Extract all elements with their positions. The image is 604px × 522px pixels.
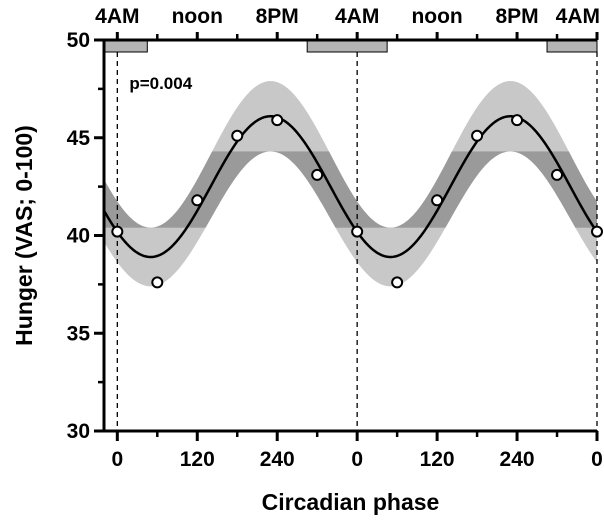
sleep-episode-bar-1 — [306, 39, 388, 53]
x-tick-label-4: 120 — [420, 448, 455, 471]
data-point-0 — [111, 225, 124, 238]
top-time-label-4: noon — [411, 5, 462, 28]
data-point-3 — [231, 129, 244, 142]
y-tick-label-1: 35 — [67, 322, 91, 345]
confidence-band-group — [104, 81, 597, 287]
data-point-2 — [191, 194, 204, 207]
x-tick-label-5: 240 — [500, 448, 535, 471]
sleep-episode-bars — [103, 39, 598, 53]
sleep-episode-bar-2 — [546, 39, 598, 53]
phase-dashed-lines — [116, 52, 598, 431]
x-tick-label-1: 120 — [180, 448, 215, 471]
data-point-10 — [511, 114, 524, 127]
y-axis-label: Hunger (VAS; 0-100) — [11, 125, 37, 346]
confidence-band-overlap — [104, 151, 597, 228]
data-point-12 — [591, 225, 603, 238]
data-point-4 — [271, 114, 284, 127]
axes-group — [94, 32, 599, 441]
data-point-8 — [431, 194, 444, 207]
x-tick-label-2: 240 — [260, 448, 295, 471]
y-tick-label-3: 45 — [67, 127, 91, 150]
x-tick-label-0: 0 — [111, 448, 123, 471]
top-time-label-6: 4AM — [556, 5, 600, 28]
data-point-5 — [311, 168, 324, 181]
p-value-annotation: p=0.004 — [129, 74, 192, 93]
confidence-band — [104, 81, 597, 287]
x-tick-label-3: 0 — [351, 448, 363, 471]
top-time-label-1: noon — [172, 5, 223, 28]
top-time-label-5: 8PM — [495, 5, 538, 28]
x-axis-label: Circadian phase — [262, 489, 440, 515]
data-points-group — [111, 114, 603, 289]
top-time-label-2: 8PM — [256, 5, 299, 28]
data-point-7 — [391, 276, 404, 289]
y-tick-label-2: 40 — [67, 225, 90, 248]
top-time-label-3: 4AM — [335, 5, 379, 28]
data-point-6 — [351, 225, 364, 238]
y-tick-label-0: 30 — [67, 420, 90, 443]
top-time-label-0: 4AM — [95, 5, 139, 28]
data-point-11 — [551, 168, 564, 181]
sleep-episode-bar-0 — [103, 39, 148, 53]
data-point-1 — [151, 276, 164, 289]
y-tick-label-4: 50 — [67, 29, 90, 52]
labels-group: 30 35 40 45 50 0 120 240 0 120 240 0 4AM noon 8PM 4AM no… — [11, 5, 603, 515]
x-tick-label-6: 0 — [591, 448, 603, 471]
data-point-9 — [471, 129, 484, 142]
